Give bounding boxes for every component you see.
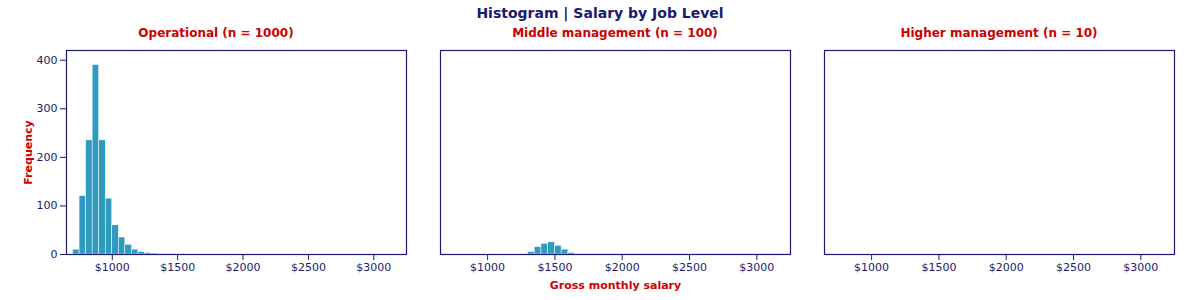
svg-text:$2500: $2500: [1056, 261, 1091, 274]
html-text:Operational (n = 1000): Operational (n = 1000): [138, 26, 294, 40]
svg-text:100: 100: [37, 199, 58, 212]
svg-text:$1000: $1000: [854, 261, 889, 274]
svg-text:$3000: $3000: [356, 261, 391, 274]
svg-text:$1500: $1500: [537, 261, 572, 274]
svg-text:400: 400: [37, 54, 58, 67]
svg-text:$1500: $1500: [160, 261, 195, 274]
html-text:Middle management (n = 100): Middle management (n = 100): [512, 26, 718, 40]
svg-text:$3000: $3000: [739, 261, 774, 274]
svg-text:0: 0: [51, 248, 58, 261]
svg-text:Frequency: Frequency: [22, 120, 35, 184]
svg-text:200: 200: [37, 151, 58, 164]
svg-text:$2000: $2000: [605, 261, 640, 274]
svg-text:300: 300: [37, 102, 58, 115]
html-text:Histogram | Salary by Job Leve: Histogram | Salary by Job Level: [476, 5, 724, 21]
svg-text:Gross monthly salary: Gross monthly salary: [550, 279, 681, 292]
svg-text:$3000: $3000: [1123, 261, 1158, 274]
svg-text:$1500: $1500: [921, 261, 956, 274]
html-text:Higher management (n = 10): Higher management (n = 10): [900, 26, 1098, 40]
svg-text:$2000: $2000: [226, 261, 261, 274]
svg-text:$1000: $1000: [95, 261, 130, 274]
svg-text:$2500: $2500: [672, 261, 707, 274]
svg-text:$1000: $1000: [470, 261, 505, 274]
svg-text:$2500: $2500: [291, 261, 326, 274]
svg-text:$2000: $2000: [989, 261, 1024, 274]
